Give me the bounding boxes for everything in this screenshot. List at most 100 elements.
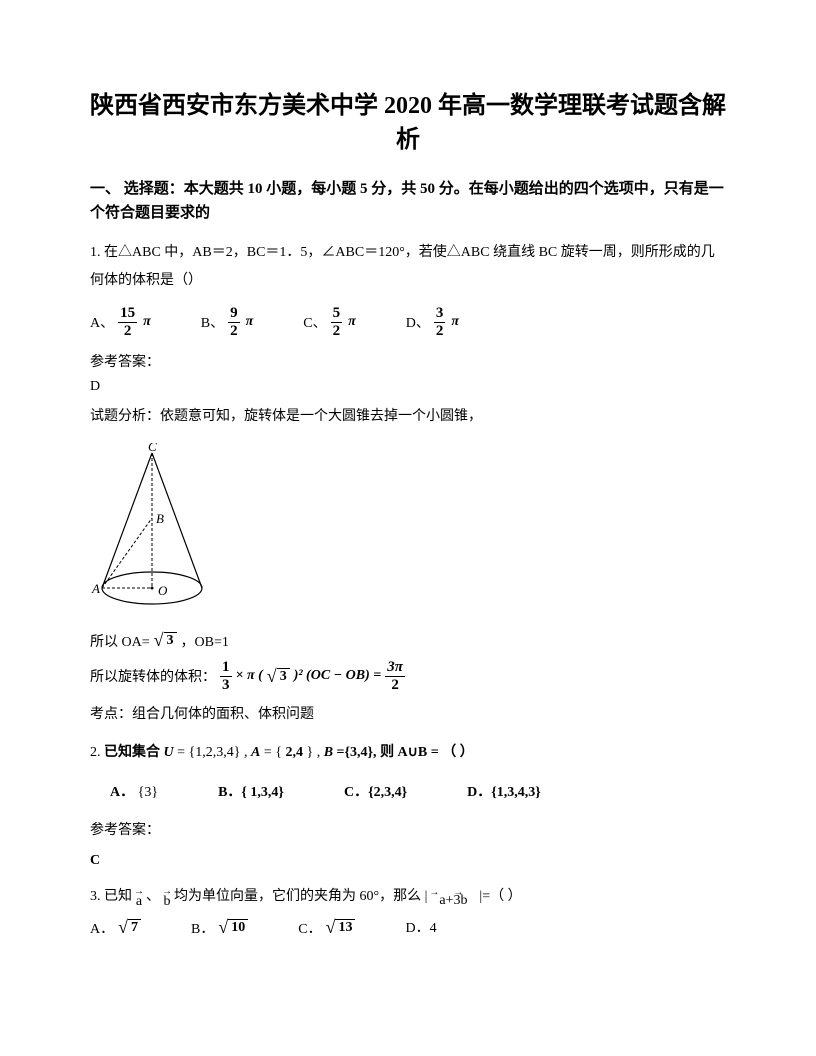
q3-opt-c-label: C． bbox=[298, 918, 321, 938]
frac-num: 1 bbox=[220, 659, 232, 677]
q1-text: 1. 在△ABC 中，AB＝2，BC＝1．5，∠ABC＝120°，若使△ABC … bbox=[90, 239, 726, 295]
q2-bold-intro: 已知集合 bbox=[104, 745, 164, 760]
sqrt-value: 13 bbox=[335, 919, 355, 936]
pi-symbol: π bbox=[348, 314, 356, 330]
q1-analysis-1: 试题分析：依题意可知，旋转体是一个大圆锥去掉一个小圆锥， bbox=[90, 403, 726, 431]
vol-result-frac: 3π 2 bbox=[385, 659, 405, 693]
q2-options: A． {3} B．{ 1,3,4} C．{2,3,4} D．{1,3,4,3} bbox=[110, 781, 726, 801]
q2-u-label: U bbox=[164, 745, 174, 760]
sqrt-symbol: √ bbox=[267, 666, 277, 687]
frac-den: 2 bbox=[434, 323, 446, 340]
q1-option-b: B、 9 2 π bbox=[201, 305, 254, 339]
q1-option-a: A、 15 2 π bbox=[90, 305, 151, 339]
q2-then: 则 A∪B = （ ） bbox=[380, 745, 474, 760]
q2-a-set-l: { bbox=[275, 745, 282, 760]
section-1-header: 一、 选择题：本大题共 10 小题，每小题 5 分，共 50 分。在每小题给出的… bbox=[90, 177, 726, 225]
q2-option-c: C．{2,3,4} bbox=[344, 781, 407, 801]
sqrt-13: √ 13 bbox=[326, 917, 356, 938]
q2-answer-value: C bbox=[90, 853, 726, 869]
cone-diagram: C B A O bbox=[90, 443, 726, 618]
q3-prefix: 3. 已知 bbox=[90, 883, 132, 911]
frac-num: 3 bbox=[434, 305, 446, 323]
q2-opt-a-value: {3} bbox=[138, 785, 158, 800]
q1-options: A、 15 2 π B、 9 2 π C、 5 2 π D、 3 2 π bbox=[90, 305, 726, 339]
oa-prefix: 所以 OA= bbox=[90, 631, 150, 651]
sqrt-3-vol: √ 3 bbox=[267, 666, 290, 687]
q3-option-d: D．4 bbox=[405, 917, 436, 938]
q3-option-a: A． √ 7 bbox=[90, 917, 141, 938]
sqrt-value: 7 bbox=[128, 919, 141, 936]
eq: = bbox=[177, 745, 185, 760]
exam-title: 陕西省西安市东方美术中学 2020 年高一数学理联考试题含解析 bbox=[90, 90, 726, 157]
frac-den: 3 bbox=[220, 677, 232, 694]
vec-letter: b bbox=[164, 896, 171, 907]
pi-symbol: π bbox=[246, 314, 254, 330]
volume-paren: )² (OC − OB) = bbox=[294, 668, 382, 684]
q2-b-label: B bbox=[324, 745, 333, 760]
label-c: C bbox=[148, 443, 157, 454]
sqrt-10: √ 10 bbox=[218, 917, 248, 938]
q1-option-c: C、 5 2 π bbox=[303, 305, 356, 339]
frac-num: 15 bbox=[118, 305, 137, 323]
sqrt-symbol: √ bbox=[326, 917, 336, 938]
q2-u-set: {1,2,3,4} bbox=[189, 745, 241, 760]
q3-options: A． √ 7 B． √ 10 C． √ 13 D．4 bbox=[90, 917, 726, 938]
q2-option-a: A． {3} bbox=[110, 781, 158, 801]
q1-opt-c-frac: 5 2 bbox=[331, 305, 343, 339]
comma: , bbox=[244, 745, 251, 760]
vol-frac-1-3: 1 3 bbox=[220, 659, 232, 693]
q2-opt-a-label: A． bbox=[110, 785, 134, 800]
comma: , bbox=[317, 745, 324, 760]
q3-suffix: |=（ ） bbox=[479, 883, 521, 911]
vec-expr-text: a+3b bbox=[439, 896, 467, 906]
label-o: O bbox=[158, 583, 168, 598]
frac-den: 2 bbox=[122, 323, 134, 340]
q3-opt-a-label: A． bbox=[90, 918, 114, 938]
sqrt-value: 10 bbox=[228, 919, 248, 936]
frac-num: 9 bbox=[228, 305, 240, 323]
q2-option-d: D．{1,3,4,3} bbox=[467, 781, 541, 801]
volume-prefix: 所以旋转体的体积： bbox=[90, 666, 216, 686]
vec-letter: a bbox=[136, 896, 142, 907]
sqrt-symbol: √ bbox=[218, 917, 228, 938]
q1-opt-a-frac: 15 2 bbox=[118, 305, 137, 339]
q1-kaodian: 考点：组合几何体的面积、体积问题 bbox=[90, 701, 726, 729]
vector-a: → a bbox=[134, 888, 144, 907]
vector-b: → b bbox=[162, 888, 172, 907]
label-b: B bbox=[156, 511, 164, 526]
frac-den: 2 bbox=[331, 323, 343, 340]
q2-prefix: 2. bbox=[90, 745, 104, 760]
oa-suffix: ，OB=1 bbox=[181, 631, 229, 651]
q2-option-b: B．{ 1,3,4} bbox=[218, 781, 284, 801]
q1-opt-c-label: C、 bbox=[303, 312, 326, 332]
frac-num: 3π bbox=[385, 659, 405, 677]
sqrt-value: 3 bbox=[164, 632, 177, 649]
q1-opt-b-label: B、 bbox=[201, 312, 224, 332]
q2-text: 2. 已知集合 U = {1,2,3,4} , A = { 2,4 } , B … bbox=[90, 739, 726, 767]
q3-text: 3. 已知 → a 、 → b 均为单位向量，它们的夹角为 60°，那么 | →… bbox=[90, 883, 726, 911]
q1-answer-label: 参考答案： bbox=[90, 351, 726, 371]
volume-times-pi: × π ( bbox=[236, 668, 263, 684]
pi-symbol: π bbox=[451, 314, 459, 330]
q1-opt-d-label: D、 bbox=[406, 312, 430, 332]
pi-symbol: π bbox=[143, 314, 151, 330]
q1-volume-formula: 所以旋转体的体积： 1 3 × π ( √ 3 )² (OC − OB) = 3… bbox=[90, 659, 726, 693]
q2-answer-label: 参考答案： bbox=[90, 819, 726, 839]
q1-option-d: D、 3 2 π bbox=[406, 305, 459, 339]
frac-den: 2 bbox=[389, 677, 401, 694]
sqrt-3: √ 3 bbox=[154, 630, 177, 651]
q3-option-b: B． √ 10 bbox=[191, 917, 248, 938]
q1-answer-value: D bbox=[90, 379, 726, 395]
q3-opt-b-label: B． bbox=[191, 918, 214, 938]
frac-den: 2 bbox=[228, 323, 240, 340]
frac-num: 5 bbox=[331, 305, 343, 323]
q1-formula-oa: 所以 OA= √ 3 ，OB=1 bbox=[90, 630, 726, 651]
q3-sep1: 、 bbox=[146, 883, 160, 911]
sqrt-7: √ 7 bbox=[118, 917, 141, 938]
q1-opt-a-label: A、 bbox=[90, 312, 114, 332]
vector-expr: →→ a+3b bbox=[429, 889, 477, 906]
label-a: A bbox=[91, 581, 100, 596]
q2-a-set-inner: 2,4 bbox=[285, 745, 303, 760]
q2-b-set: ={3,4}, bbox=[337, 745, 381, 760]
q2-a-set-r: } bbox=[306, 745, 313, 760]
